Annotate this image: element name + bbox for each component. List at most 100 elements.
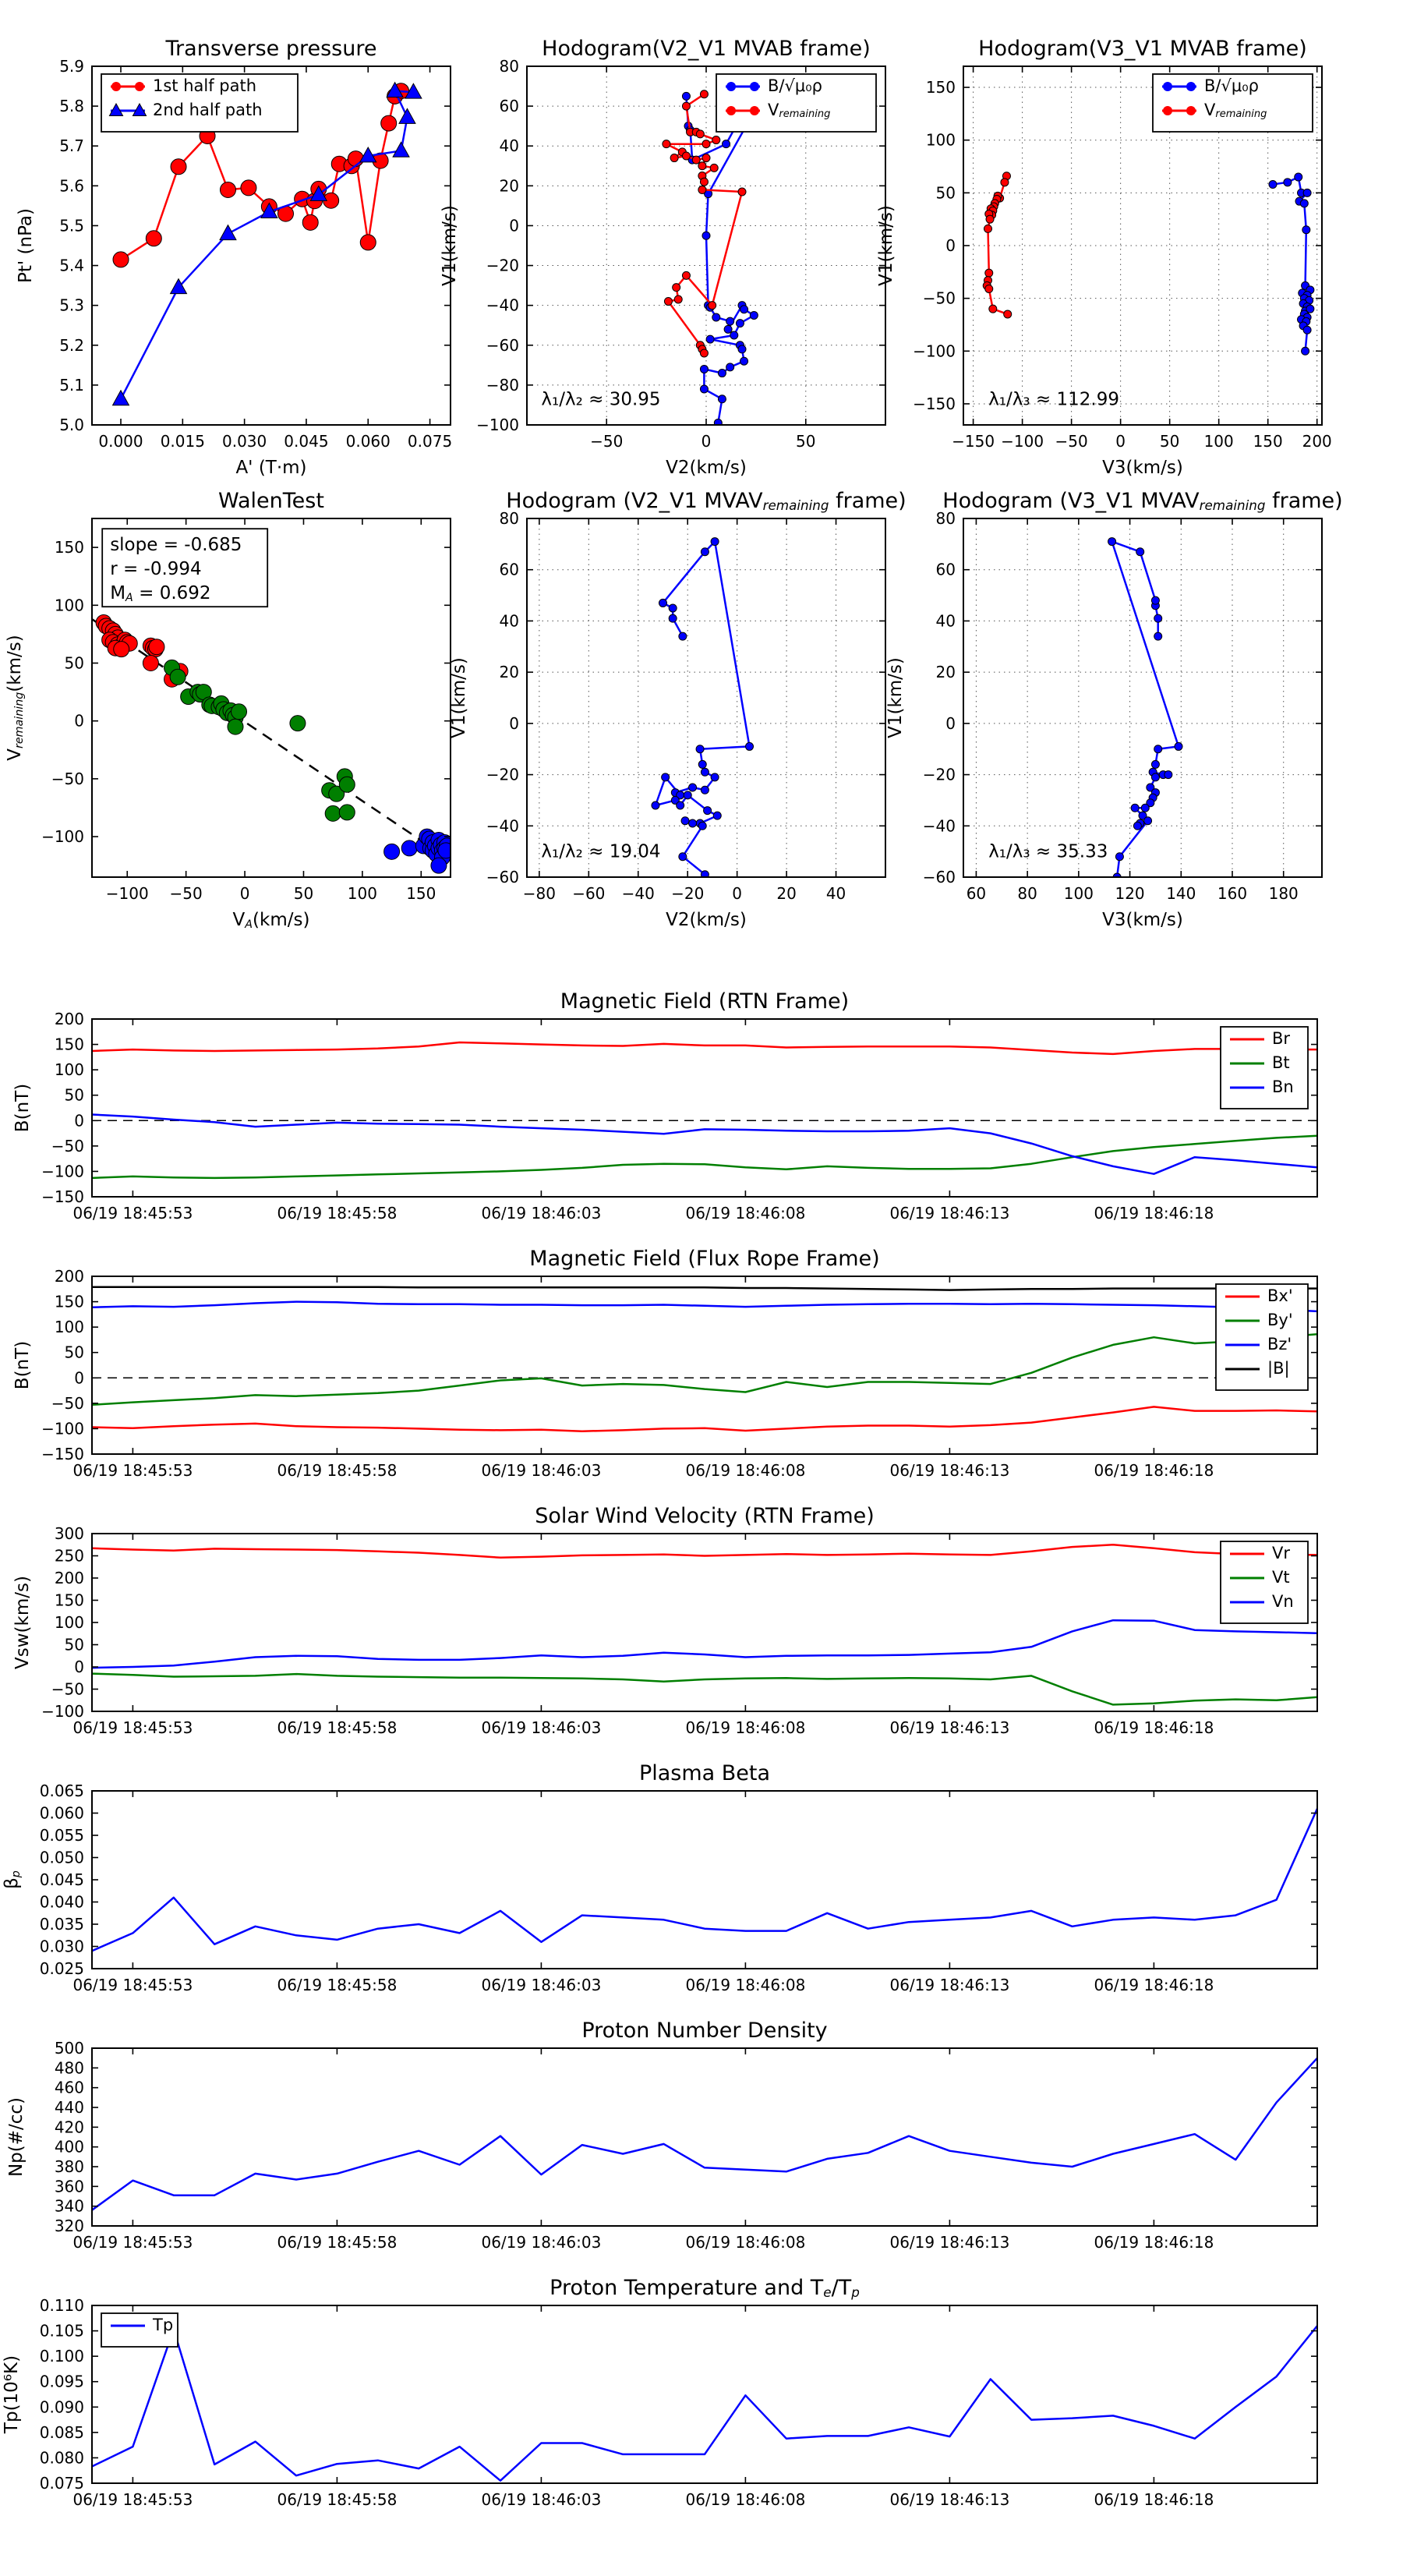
marker	[1302, 188, 1312, 197]
y-tick-label: −150	[41, 1187, 84, 1206]
y-tick-label: 150	[55, 1293, 84, 1311]
y-axis-label: Np(#/cc)	[6, 2097, 27, 2177]
marker	[680, 816, 690, 826]
y-axis-label: V1(km/s)	[885, 657, 906, 738]
y-tick-label: 400	[55, 2138, 84, 2157]
marker	[988, 304, 998, 313]
marker	[730, 331, 739, 340]
x-tick-label: 0.045	[284, 432, 328, 451]
walen_test-series-fit_line	[92, 618, 449, 860]
y-tick-label: 80	[500, 509, 519, 528]
panel-title-b_fluxrope: Magnetic Field (Flux Rope Frame)	[529, 1247, 879, 1271]
b_fluxrope-series-By_prime	[92, 1333, 1317, 1407]
vsw_rtn-series-Vn	[92, 1619, 1317, 1669]
marker	[668, 614, 677, 623]
legend-proton_temperature: Tp	[101, 2312, 178, 2348]
marker	[1150, 759, 1160, 769]
y-tick-label: 0.105	[40, 2322, 84, 2341]
marker	[231, 703, 248, 720]
y-tick-label: 440	[55, 2098, 84, 2117]
transverse_pressure-series-2nd half path	[119, 90, 414, 400]
panel-transverse_pressure: 0.000 0.015 0.030 0.045 0.060 0.075 5.0 5.1 5.2 5…	[16, 37, 452, 478]
x-tick-label: 06/19 18:45:53	[72, 1718, 193, 1737]
marker	[737, 187, 747, 196]
x-tick-label: 80	[1017, 884, 1037, 903]
marker	[170, 158, 187, 175]
y-tick-label: −150	[913, 395, 956, 413]
y-tick-label: −20	[486, 257, 519, 275]
marker	[1143, 816, 1153, 826]
legend-sample-marker	[1186, 106, 1196, 115]
x-tick-label: 06/19 18:46:18	[1094, 2490, 1214, 2509]
marker	[1138, 811, 1147, 820]
marker	[260, 202, 278, 218]
panel-title-transverse_pressure: Transverse pressure	[165, 37, 377, 61]
y-tick-label: 150	[55, 1591, 84, 1610]
y-tick-label: 5.2	[59, 336, 84, 355]
marker	[749, 310, 758, 320]
x-tick-label: 06/19 18:46:08	[685, 2233, 805, 2252]
marker	[302, 214, 319, 231]
hodogram_v3v1_mvab-markers-V_remaining	[982, 172, 1012, 319]
y-axis-label: V1(km/s)	[876, 205, 896, 286]
y-tick-label: 480	[55, 2058, 84, 2077]
y-tick-label: 5.9	[59, 57, 84, 76]
y-tick-label: 360	[55, 2177, 84, 2196]
x-tick-label: 180	[1269, 884, 1299, 903]
x-tick-label: 06/19 18:45:58	[277, 1204, 397, 1223]
x-tick-label: 06/19 18:46:18	[1094, 1461, 1214, 1480]
y-tick-label: 200	[55, 1010, 84, 1028]
y-tick-label: 80	[936, 509, 956, 528]
x-tick-label: 06/19 18:46:13	[889, 1204, 1009, 1223]
marker	[1302, 225, 1311, 235]
x-tick-label: 20	[776, 884, 796, 903]
y-axis-label: B(nT)	[12, 1341, 33, 1389]
marker	[984, 284, 994, 293]
y-axis-label: B(nT)	[12, 1084, 33, 1132]
marker	[699, 364, 709, 373]
y-tick-label: 150	[926, 78, 956, 97]
y-tick-label: 40	[500, 136, 519, 155]
y-tick-label: 50	[65, 1636, 84, 1654]
marker	[735, 319, 744, 328]
y-tick-label: 250	[55, 1547, 84, 1566]
marker	[111, 389, 130, 406]
marker	[709, 163, 719, 172]
y-tick-label: −20	[486, 766, 519, 784]
x-tick-label: 120	[1115, 884, 1144, 903]
marker	[698, 161, 707, 171]
marker	[702, 140, 711, 149]
panel-b_rtn: 06/19 18:45:53 06/19 18:45:58 06/19 18:46:…	[12, 989, 1318, 1223]
marker	[392, 141, 410, 157]
x-tick-label: 06/19 18:46:03	[481, 1204, 601, 1223]
marker	[1133, 821, 1142, 830]
axes-frame	[91, 65, 451, 426]
x-tick-label: 06/19 18:46:03	[481, 2233, 601, 2252]
x-tick-label: 06/19 18:46:13	[889, 1461, 1009, 1480]
marker	[985, 214, 995, 224]
marker	[673, 295, 683, 304]
marker	[1130, 803, 1140, 812]
legend-label: Bn	[1272, 1077, 1294, 1096]
marker	[112, 251, 129, 268]
x-tick-label: 06/19 18:46:08	[685, 2490, 805, 2509]
x-tick-label: 06/19 18:46:18	[1094, 1976, 1214, 1994]
x-tick-label: 0	[702, 432, 712, 451]
marker	[726, 317, 735, 326]
y-tick-label: 0	[945, 714, 956, 733]
y-tick-label: 100	[55, 596, 84, 614]
marker	[383, 843, 401, 860]
walen_test-markers-middle_interval	[164, 659, 355, 822]
x-tick-label: 0.030	[222, 432, 267, 451]
x-tick-label: 140	[1166, 884, 1196, 903]
y-tick-label: 0.045	[40, 1870, 84, 1889]
plot-area	[92, 1534, 1317, 1711]
axes-frame	[526, 518, 886, 878]
x-tick-label: 50	[294, 884, 313, 903]
y-tick-label: −100	[476, 416, 519, 434]
marker	[661, 773, 670, 782]
y-tick-label: 0	[74, 1658, 84, 1676]
marker	[745, 741, 755, 751]
legend-label: Vt	[1272, 1568, 1290, 1587]
